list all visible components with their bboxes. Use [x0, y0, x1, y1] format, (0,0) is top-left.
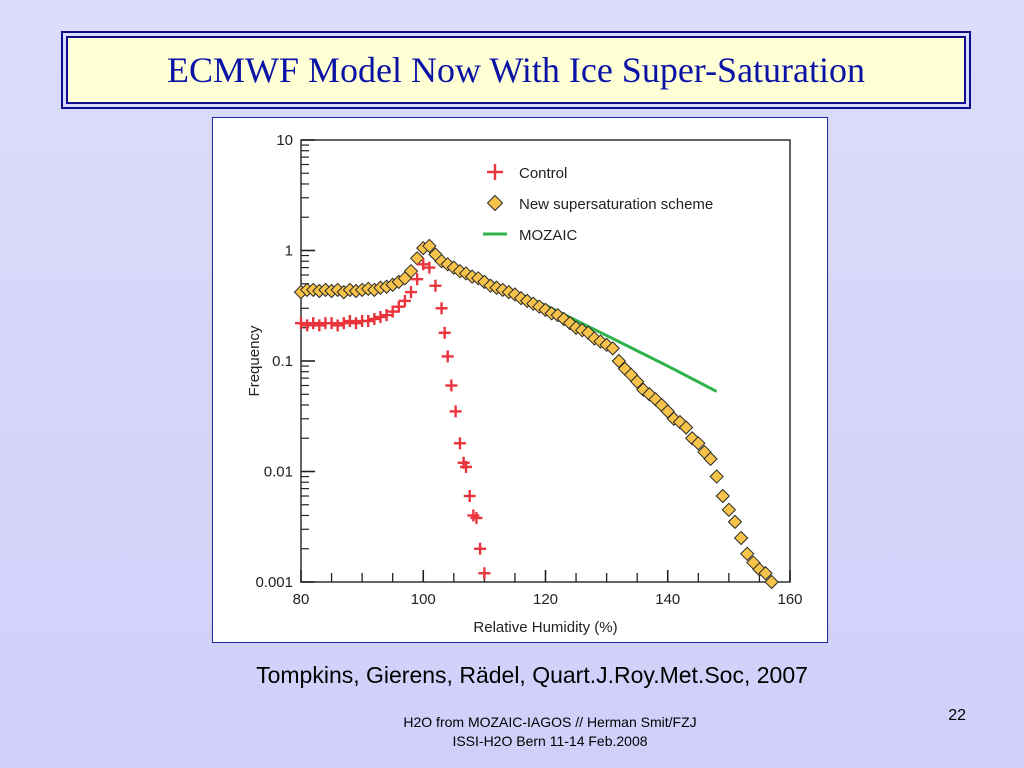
title-box: ECMWF Model Now With Ice Super-Saturatio…	[61, 31, 971, 109]
legend-scheme-marker	[486, 194, 504, 212]
citation: Tompkins, Gierens, Rädel, Quart.J.Roy.Me…	[256, 662, 808, 688]
control-point	[474, 542, 487, 555]
scheme-point	[758, 566, 773, 581]
x-tick-label: 120	[533, 591, 558, 608]
control-point	[362, 315, 375, 328]
control-point	[445, 379, 458, 392]
scheme-point	[403, 263, 419, 279]
scheme-point	[703, 451, 718, 467]
x-tick-label: 140	[655, 591, 680, 608]
control-point	[386, 305, 399, 318]
control-point	[423, 261, 436, 274]
scheme-point	[611, 353, 627, 369]
control-point	[453, 437, 466, 450]
control-point	[398, 294, 411, 307]
control-point	[368, 312, 381, 325]
x-tick-label: 160	[777, 591, 802, 608]
scheme-point	[409, 251, 425, 266]
scheme-point	[678, 420, 694, 435]
control-point	[337, 317, 350, 330]
control-point	[478, 567, 491, 580]
legend-control-label: Control	[519, 165, 567, 182]
y-tick-label: 1	[285, 243, 293, 260]
control-point	[460, 460, 473, 473]
scheme-point	[727, 514, 743, 530]
chart-frame: 0.001 0.01 0.1 1 10 80 100 120 140 160 Relative Hu…	[212, 117, 828, 643]
control-point	[411, 273, 424, 286]
y-tick-label: 0.001	[255, 574, 293, 591]
control-point	[374, 311, 387, 324]
legend-scheme-label: New supersaturation scheme	[519, 196, 713, 213]
x-tick-label: 100	[411, 591, 436, 608]
control-point	[435, 302, 448, 315]
control-point	[380, 309, 393, 322]
control-point	[331, 319, 344, 332]
scheme-point	[740, 546, 755, 561]
control-point	[301, 319, 314, 332]
legend-control-marker	[487, 164, 503, 180]
control-point	[405, 286, 418, 299]
control-point	[449, 405, 462, 418]
scheme-point	[422, 238, 437, 254]
y-tick-label: 10	[276, 132, 293, 149]
control-point	[350, 317, 363, 330]
control-point	[295, 317, 307, 330]
x-axis-label: Relative Humidity (%)	[473, 619, 617, 636]
control-point	[307, 317, 320, 330]
control-point	[470, 511, 483, 524]
control-point	[429, 279, 442, 292]
scheme-point	[733, 530, 749, 546]
y-tick-label: 0.1	[272, 353, 293, 370]
footer-line-2: ISSI-H2O Bern 11-14 Feb.2008	[452, 733, 648, 749]
scheme-point	[691, 436, 706, 451]
slide-title: ECMWF Model Now With Ice Super-Saturatio…	[166, 50, 866, 90]
footer-line-1: H2O from MOZAIC-IAGOS // Herman Smit/FZJ	[403, 714, 697, 730]
scheme-point	[715, 488, 730, 504]
x-tick-label: 80	[293, 591, 310, 608]
scheme-point	[709, 469, 724, 484]
control-point	[438, 326, 451, 339]
scheme-point	[721, 502, 737, 518]
control-point	[441, 350, 454, 363]
y-tick-label: 0.01	[264, 464, 293, 481]
scheme-point	[629, 374, 645, 389]
control-point	[417, 258, 430, 271]
scheme-point	[764, 574, 779, 590]
legend-mozaic-label: MOZAIC	[519, 227, 577, 244]
control-point	[313, 319, 326, 332]
control-point	[343, 315, 356, 328]
control-point	[325, 317, 338, 330]
scheme-point	[605, 341, 620, 356]
footer: H2O from MOZAIC-IAGOS // Herman Smit/FZJ…	[340, 713, 760, 751]
y-axis-label: Frequency	[246, 325, 263, 396]
control-point	[392, 300, 405, 313]
slide-number: 22	[948, 707, 966, 724]
humidity-frequency-chart: 0.001 0.01 0.1 1 10 80 100 120 140 160 Relative Hu…	[246, 132, 803, 636]
control-point	[463, 490, 476, 503]
